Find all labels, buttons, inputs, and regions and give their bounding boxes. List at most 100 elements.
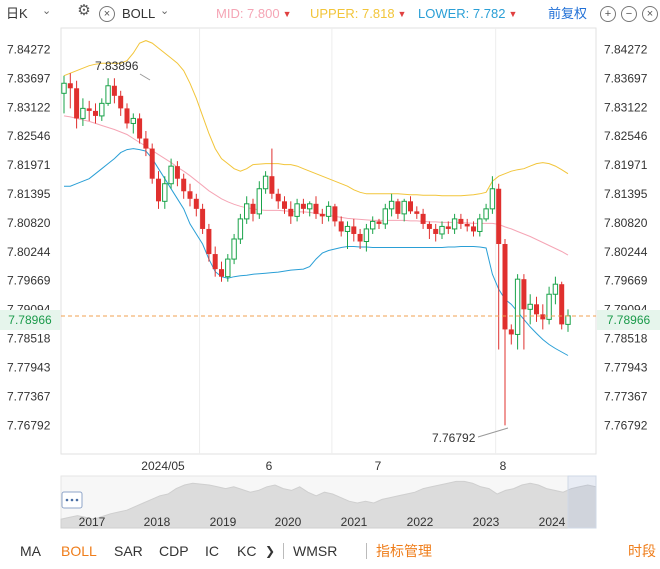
y-tick-label-left: 7.76792 bbox=[7, 418, 51, 432]
current-price-tag-right: 7.78966 bbox=[597, 310, 660, 330]
indicator-name[interactable]: BOLL bbox=[122, 6, 156, 21]
timeshare-button[interactable]: 时段 bbox=[628, 543, 656, 559]
candle-body-up bbox=[168, 165, 174, 185]
candle-body-down bbox=[219, 269, 224, 277]
candle-body-down bbox=[193, 198, 199, 209]
indicator-tabs: MA BOLL SAR CDP IC KC ❯ WMSR 指标管理 时段 bbox=[0, 540, 660, 562]
candle-body-up bbox=[256, 188, 263, 215]
tab-boll[interactable]: BOLL bbox=[61, 543, 97, 559]
tab-ic[interactable]: IC bbox=[205, 543, 219, 559]
candle-body-up bbox=[546, 293, 552, 320]
caret-down-icon: ▼ bbox=[397, 9, 407, 19]
candle-body-up bbox=[565, 315, 571, 325]
candle-body-down bbox=[275, 193, 281, 202]
candle-body-up bbox=[99, 102, 105, 117]
overview-year-label: 2018 bbox=[144, 515, 171, 529]
overview-year-label: 2019 bbox=[210, 515, 237, 529]
candle-body-down bbox=[174, 166, 180, 179]
candlestick-chart[interactable]: 7.84272 7.84272 7.83697 7.83697 7.83122 7.831… bbox=[0, 0, 660, 540]
x-tick-label: 2024/05 bbox=[141, 459, 185, 473]
candle-body-down bbox=[395, 201, 401, 214]
more-dots-icon-dot bbox=[70, 498, 74, 502]
candle-body-down bbox=[540, 314, 546, 320]
tab-ma[interactable]: MA bbox=[20, 543, 41, 559]
plot-frame bbox=[60, 27, 597, 455]
minus-circle-icon[interactable]: − bbox=[621, 6, 637, 22]
candle-body-down bbox=[74, 88, 80, 119]
candle-body-down bbox=[319, 213, 325, 217]
candle-body-down bbox=[200, 208, 206, 229]
candle-body-down bbox=[156, 178, 161, 202]
close-circle-icon[interactable]: × bbox=[99, 6, 115, 22]
y-tick-label-right: 7.83122 bbox=[604, 100, 648, 114]
candle-body-up bbox=[262, 175, 269, 190]
tab-cdp[interactable]: CDP bbox=[159, 543, 189, 559]
candle-body-up bbox=[344, 225, 351, 232]
candle-body-up bbox=[80, 107, 86, 119]
candle-body-up bbox=[483, 208, 489, 220]
chevron-down-icon[interactable]: ⌄ bbox=[42, 5, 52, 17]
candle-body-down bbox=[502, 244, 508, 330]
plus-circle-icon[interactable]: + bbox=[600, 6, 616, 22]
y-tick-label-right: 7.76792 bbox=[604, 418, 648, 432]
candle-body-down bbox=[206, 228, 212, 255]
candle-body-down bbox=[67, 83, 73, 89]
gear-icon[interactable]: ⚙ bbox=[77, 2, 91, 19]
overview-year-label: 2017 bbox=[79, 515, 106, 529]
candle-body-up bbox=[451, 218, 458, 230]
candle-body-down bbox=[433, 228, 439, 234]
candle-body-up bbox=[388, 200, 395, 210]
candle-body-up bbox=[225, 258, 231, 278]
candle-body-down bbox=[534, 304, 539, 315]
candle-body-down bbox=[357, 233, 363, 242]
y-tick-label-right: 7.82546 bbox=[604, 129, 648, 143]
current-price-tag-left: 7.78966 bbox=[0, 310, 60, 330]
candle-body-down bbox=[332, 206, 338, 222]
y-tick-label-left: 7.78518 bbox=[7, 332, 51, 346]
y-tick-label-right: 7.79669 bbox=[604, 274, 648, 288]
candle-body-up bbox=[237, 218, 244, 240]
overview-year-label: 2024 bbox=[539, 515, 566, 529]
candle-body-up bbox=[244, 203, 250, 220]
tab-wmsr[interactable]: WMSR bbox=[293, 543, 338, 559]
candle-body-down bbox=[496, 188, 502, 245]
adjust-button[interactable]: 前复权 bbox=[548, 6, 588, 21]
chevron-right-icon[interactable]: ❯ bbox=[265, 544, 276, 558]
candle-body-down bbox=[93, 110, 98, 116]
candle-body-down bbox=[420, 213, 426, 224]
overview-year-label: 2022 bbox=[407, 515, 434, 529]
chevron-down-icon[interactable]: ⌄ bbox=[160, 5, 170, 17]
candle-body-down bbox=[414, 211, 420, 214]
candle-body-up bbox=[307, 203, 313, 210]
candle-body-down bbox=[149, 148, 155, 179]
period-selector[interactable]: 日K bbox=[6, 6, 28, 21]
candle-body-up bbox=[363, 228, 370, 243]
tab-sar[interactable]: SAR bbox=[114, 543, 143, 559]
close-circle-icon[interactable]: × bbox=[642, 6, 658, 22]
y-tick-label-left: 7.84272 bbox=[7, 43, 51, 57]
caret-down-icon: ▼ bbox=[282, 9, 292, 19]
more-dots-icon-dot bbox=[75, 498, 79, 502]
overview-year-label: 2020 bbox=[275, 515, 302, 529]
candle-body-up bbox=[552, 283, 559, 295]
y-tick-label-right: 7.81971 bbox=[604, 158, 648, 172]
candle-body-down bbox=[181, 178, 187, 192]
candle-body-down bbox=[351, 226, 357, 234]
candle-body-up bbox=[401, 200, 407, 215]
candle-body-down bbox=[559, 284, 565, 325]
indicator-manage-button[interactable]: 指标管理 bbox=[376, 543, 432, 559]
candle-body-down bbox=[458, 218, 464, 224]
x-tick-label: 6 bbox=[266, 459, 273, 473]
candle-body-down bbox=[187, 191, 193, 199]
y-tick-label-left: 7.80820 bbox=[7, 216, 51, 230]
candle-body-down bbox=[143, 138, 149, 149]
candle-body-down bbox=[250, 203, 256, 214]
candle-body-up bbox=[105, 85, 111, 104]
candle-body-down bbox=[464, 223, 470, 227]
high-annotation: 7.83896 bbox=[95, 59, 139, 73]
tab-kc[interactable]: KC bbox=[237, 543, 257, 559]
x-tick-label: 8 bbox=[500, 459, 507, 473]
candle-body-down bbox=[521, 279, 527, 310]
y-tick-label-right: 7.84272 bbox=[604, 43, 648, 57]
candle-body-up bbox=[489, 188, 496, 210]
